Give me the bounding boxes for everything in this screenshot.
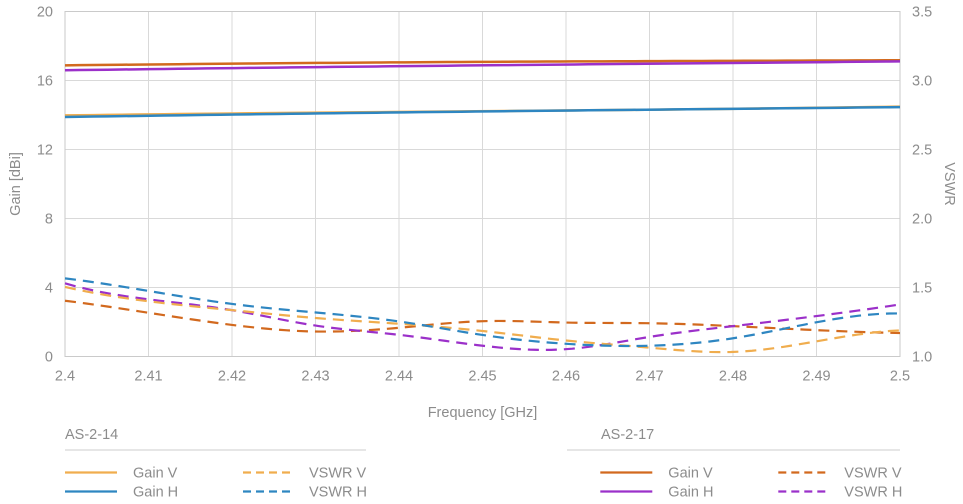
svg-text:20: 20 [37,5,53,21]
svg-text:2.45: 2.45 [468,369,496,385]
svg-text:2.43: 2.43 [301,369,329,385]
svg-text:Gain H: Gain H [668,485,713,501]
svg-text:VSWR: VSWR [941,162,957,206]
svg-text:Gain V: Gain V [668,466,713,482]
svg-text:Frequency [GHz]: Frequency [GHz] [428,405,538,421]
svg-text:2.4: 2.4 [55,369,75,385]
svg-text:2.46: 2.46 [552,369,580,385]
svg-text:2.42: 2.42 [218,369,246,385]
svg-text:VSWR V: VSWR V [309,466,367,482]
svg-text:3.0: 3.0 [912,74,932,90]
svg-text:1.0: 1.0 [912,350,932,366]
svg-text:2.44: 2.44 [385,369,413,385]
svg-text:Gain H: Gain H [133,485,178,501]
svg-text:2.5: 2.5 [912,143,932,159]
svg-text:VSWR H: VSWR H [309,485,367,501]
svg-text:2.5: 2.5 [890,369,910,385]
svg-text:AS-2-14: AS-2-14 [65,427,118,443]
svg-text:4: 4 [45,281,53,297]
svg-text:2.41: 2.41 [134,369,162,385]
svg-text:2.49: 2.49 [802,369,830,385]
svg-text:1.5: 1.5 [912,281,932,297]
svg-text:16: 16 [37,74,53,90]
svg-text:0: 0 [45,350,53,366]
svg-text:VSWR V: VSWR V [844,466,902,482]
svg-text:8: 8 [45,212,53,228]
svg-text:Gain V: Gain V [133,466,178,482]
svg-text:2.48: 2.48 [719,369,747,385]
svg-text:2.47: 2.47 [635,369,663,385]
svg-text:2.0: 2.0 [912,212,932,228]
svg-text:Gain [dBi]: Gain [dBi] [8,152,24,216]
svg-text:3.5: 3.5 [912,5,932,21]
svg-text:12: 12 [37,143,53,159]
svg-text:AS-2-17: AS-2-17 [601,427,654,443]
svg-text:VSWR H: VSWR H [844,485,902,501]
